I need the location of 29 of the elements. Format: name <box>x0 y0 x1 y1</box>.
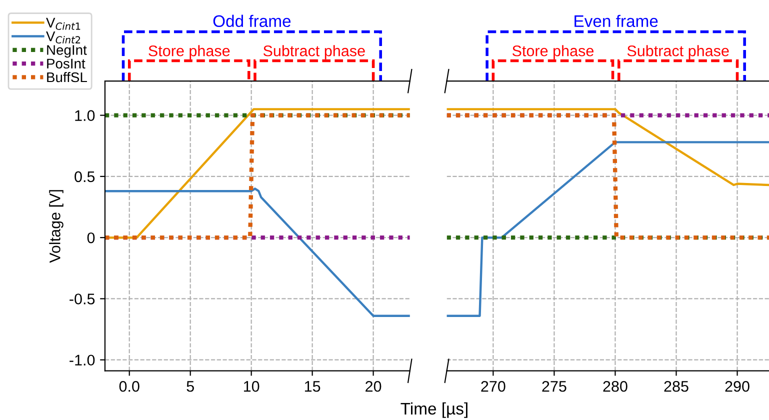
x-tick-label: 280 <box>603 380 628 392</box>
text: Store phase <box>148 45 230 60</box>
x-tick-label: 10 <box>244 380 260 392</box>
text: Subtract phase <box>627 45 729 60</box>
legend-label: NegInt <box>47 45 87 58</box>
x-tick-label: 5 <box>186 381 194 392</box>
legend-label: PosInt <box>47 58 86 69</box>
text: Even frame <box>574 14 658 28</box>
y-tick-label: 0.5 <box>74 171 95 182</box>
y-axis-title: Voltage [V] <box>49 190 64 263</box>
text: Odd frame <box>213 14 291 28</box>
y-tick-label: -1.0 <box>70 354 95 366</box>
text: Store phase <box>512 45 594 60</box>
legend-label: V$_{Cint1}$ <box>46 18 80 30</box>
x-tick-label: 15 <box>304 381 320 392</box>
text: Subtract phase <box>263 45 365 60</box>
y-tick-label: 0 <box>87 232 95 244</box>
x-tick-label: 270 <box>481 380 506 392</box>
line-series <box>104 188 410 317</box>
x-tick-label: 275 <box>542 380 566 392</box>
legend-label: V$_{Cint2}$ <box>46 32 80 44</box>
x-tick-label: 20 <box>366 380 382 392</box>
x-axis-title: Time [µs] <box>400 402 468 418</box>
x-tick-label: 285 <box>664 380 688 392</box>
legend-label: BuffSL <box>47 72 87 82</box>
x-tick-label: 0.0 <box>119 380 140 392</box>
y-tick-label: -0.5 <box>70 294 95 304</box>
y-tick-label: 1.0 <box>75 110 95 121</box>
x-tick-label: 290 <box>725 380 750 392</box>
